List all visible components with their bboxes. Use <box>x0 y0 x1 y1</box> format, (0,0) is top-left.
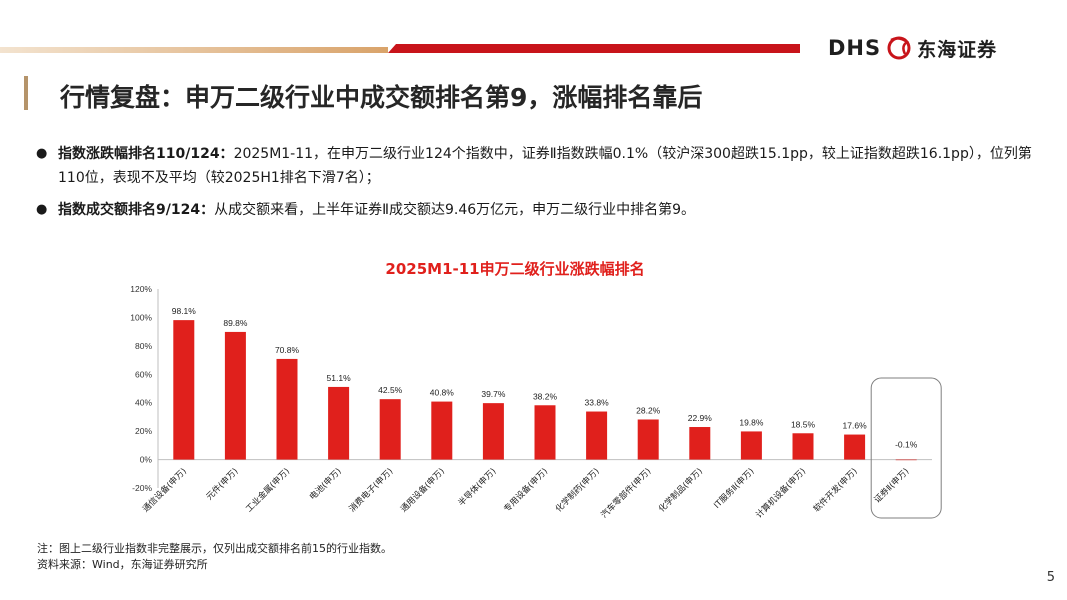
dragon-icon <box>887 36 911 60</box>
bullet-body: 2025M1-11，在申万二级行业124个指数中，证券Ⅱ指数跌幅0.1%（较沪深… <box>58 146 1032 186</box>
bar <box>173 320 195 460</box>
bar <box>431 401 453 460</box>
data-label: 70.8% <box>275 345 300 355</box>
bar <box>482 403 504 460</box>
chart-note: 注：图上二级行业指数非完整展示，仅列出成交额排名前15的行业指数。 <box>37 542 392 555</box>
bullet-dot-icon: ● <box>36 146 48 161</box>
data-label: 22.9% <box>688 413 713 423</box>
bar <box>844 434 866 460</box>
x-tick-label: 电池(申万) <box>307 466 344 503</box>
header-red-band <box>388 44 800 53</box>
x-tick-label: 证券Ⅱ(申万) <box>872 466 911 505</box>
x-tick-label: 元件(申万) <box>204 466 241 503</box>
bullet-body: 从成交额来看，上半年证券Ⅱ成交额达9.46万亿元，申万二级行业中排名第9。 <box>214 202 696 218</box>
data-label: 28.2% <box>636 405 661 415</box>
logo-text: DHS <box>828 36 882 60</box>
bar <box>895 459 917 461</box>
bullet-list: ● 指数涨跌幅排名110/124：2025M1-11，在申万二级行业124个指数… <box>36 142 1036 230</box>
company-logo: DHS 东海证券 <box>828 34 997 62</box>
bar <box>276 358 298 460</box>
x-tick-label: 汽车零部件(申万) <box>599 466 654 521</box>
chart-title: 2025M1-11申万二级行业涨跌幅排名 <box>385 260 644 278</box>
bullet-heading: 指数涨跌幅排名110/124： <box>58 146 234 162</box>
page-number: 5 <box>1046 570 1055 585</box>
data-label: 42.5% <box>378 385 403 395</box>
bar <box>379 399 401 460</box>
header-gold-band <box>0 47 388 53</box>
bar <box>534 405 556 460</box>
data-label: 33.8% <box>585 398 610 408</box>
x-tick-label: IT服务Ⅱ(申万) <box>712 466 757 511</box>
y-tick-label: 120% <box>130 284 152 294</box>
page-title: 行情复盘：申万二级行业中成交额排名第9，涨幅排名靠后 <box>60 83 703 112</box>
data-label: 89.8% <box>223 318 248 328</box>
data-label: 38.2% <box>533 391 558 401</box>
source-notes: 注：图上二级行业指数非完整展示，仅列出成交额排名前15的行业指数。 资料来源：W… <box>37 541 392 573</box>
bar <box>792 433 814 460</box>
bar <box>689 427 711 460</box>
x-tick-label: 通用设备(申万) <box>398 466 447 515</box>
x-tick-label: 消费电子(申万) <box>347 466 396 515</box>
x-tick-label: 工业金属(申万) <box>244 466 293 515</box>
x-tick-label: 化学制品(申万) <box>656 466 705 515</box>
bar <box>740 431 762 460</box>
bar <box>224 331 246 460</box>
y-tick-label: 100% <box>130 312 152 322</box>
data-label: 18.5% <box>791 419 816 429</box>
bullet-item: ● 指数成交额排名9/124：从成交额来看，上半年证券Ⅱ成交额达9.46万亿元，… <box>36 198 1036 222</box>
x-tick-label: 半导体(申万) <box>456 466 499 509</box>
data-label: 39.7% <box>481 389 506 399</box>
logo-cn-text: 东海证券 <box>917 38 998 61</box>
bar <box>328 386 350 460</box>
title-accent-bar <box>24 76 28 110</box>
bullet-item: ● 指数涨跌幅排名110/124：2025M1-11，在申万二级行业124个指数… <box>36 142 1036 190</box>
y-tick-label: -20% <box>132 483 152 493</box>
data-label: 51.1% <box>327 373 352 383</box>
bar <box>586 411 608 460</box>
y-tick-label: 80% <box>135 341 152 351</box>
x-tick-label: 专用设备(申万) <box>502 466 551 515</box>
y-tick-label: 40% <box>135 398 152 408</box>
data-source: 资料来源：Wind，东海证券研究所 <box>37 558 208 571</box>
y-tick-label: 0% <box>140 455 153 465</box>
y-tick-label: 60% <box>135 369 152 379</box>
data-label: 98.1% <box>172 306 197 316</box>
data-label: 17.6% <box>843 421 868 431</box>
bar-chart: 2025M1-11申万二级行业涨跌幅排名 -20% 0% 20% 40% 60% 80% 10… <box>130 260 942 521</box>
bar <box>637 419 659 460</box>
bullet-text: 指数成交额排名9/124：从成交额来看，上半年证券Ⅱ成交额达9.46万亿元，申万… <box>58 198 695 222</box>
bullet-text: 指数涨跌幅排名110/124：2025M1-11，在申万二级行业124个指数中，… <box>58 142 1036 190</box>
y-tick-label: 20% <box>135 426 152 436</box>
x-tick-label: 化学制药(申万) <box>553 466 602 515</box>
data-label: 40.8% <box>430 388 455 398</box>
data-label: -0.1% <box>895 440 918 450</box>
x-tick-label: 计算机设备(申万) <box>754 466 809 521</box>
x-tick-label: 软件开发(申万) <box>811 466 860 515</box>
data-label: 19.8% <box>739 417 764 427</box>
bullet-heading: 指数成交额排名9/124： <box>58 202 215 218</box>
bullet-dot-icon: ● <box>36 202 48 217</box>
highlight-box <box>870 377 942 519</box>
